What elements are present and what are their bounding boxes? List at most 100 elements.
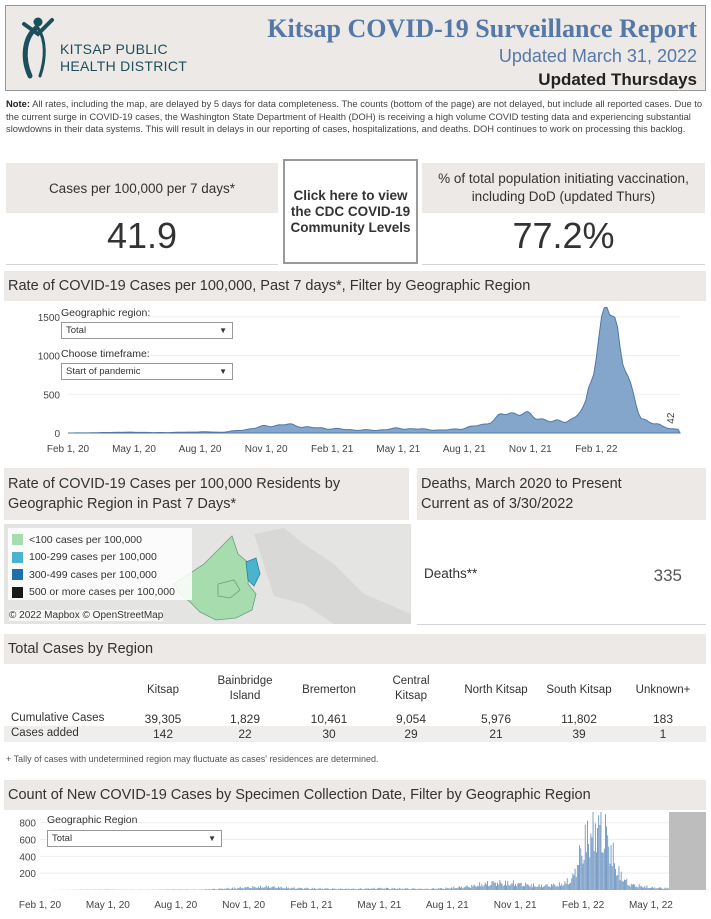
count-bar [242, 887, 244, 890]
count-bar [654, 887, 656, 890]
count-bar [389, 888, 391, 890]
count-bar [576, 864, 578, 890]
count-bar [463, 887, 465, 890]
vaccination-label: % of total population initiating vaccina… [422, 163, 705, 213]
col-label: Bainbridge [217, 675, 273, 687]
count-bar [658, 887, 660, 890]
cell-added-bremerton: 30 [322, 727, 336, 741]
count-bar [355, 889, 357, 890]
count-bar [261, 887, 263, 890]
count-bar [423, 889, 424, 890]
count-bar [324, 888, 326, 890]
count-bar [192, 889, 194, 890]
timeframe-select[interactable]: Start of pandemic ▼ [61, 363, 233, 380]
count-bar [626, 878, 628, 890]
count-bar [370, 888, 372, 890]
map-attribution[interactable]: © 2022 Mapbox © OpenStreetMap [9, 610, 164, 621]
map-region-bremerton[interactable] [217, 579, 241, 599]
count-bar [248, 888, 250, 890]
cdc-community-levels-button[interactable]: Click here to view the CDC COVID-19 Comm… [283, 159, 418, 264]
count-bar [293, 887, 295, 890]
count-bar [354, 889, 356, 890]
count-bar [245, 887, 247, 890]
timeframe-select-value: Start of pandemic [66, 366, 141, 377]
count-bar [470, 887, 472, 890]
cell-cumulative-bainbridge: 1,829 [229, 712, 261, 726]
count-bar [557, 886, 559, 890]
cell-cumulative-south: 11,802 [561, 712, 597, 726]
count-bar [180, 889, 182, 890]
count-bar [485, 884, 487, 890]
count-bar [419, 888, 421, 890]
count-bar [525, 882, 527, 890]
count-bar [233, 888, 235, 890]
legend-swatch [12, 569, 23, 581]
count-bar [580, 848, 582, 890]
count-bar [483, 885, 485, 890]
count-bar [372, 888, 374, 890]
count-bar [569, 883, 570, 890]
count-bar [575, 876, 577, 890]
count-bar [266, 887, 268, 890]
count-bar [386, 887, 387, 890]
count-bar [414, 888, 415, 890]
count-bar [649, 888, 651, 890]
count-bar [582, 863, 584, 890]
count-bar [287, 888, 288, 890]
count-bar [598, 815, 600, 890]
count-bar [442, 888, 443, 890]
map-region-kitsap[interactable] [173, 535, 257, 621]
count-bar [625, 880, 627, 890]
count-bar [300, 888, 302, 890]
geo-region-select[interactable]: Total ▼ [61, 322, 233, 339]
deaths-title-line-1: Deaths, March 2020 to Present [421, 476, 622, 492]
count-bar [307, 888, 309, 890]
count-xtick: May 1, 22 [629, 900, 673, 911]
count-bar [219, 888, 221, 890]
count-bar [247, 886, 249, 890]
count-bar [328, 889, 330, 890]
count-bar [288, 887, 290, 890]
count-bar [209, 889, 211, 890]
count-bar [583, 859, 585, 890]
count-bar [448, 888, 450, 890]
count-bar [567, 884, 569, 890]
count-bar [438, 888, 440, 890]
count-bar [472, 886, 474, 890]
count-bar [401, 888, 403, 890]
rate-xtick: Aug 1, 21 [443, 444, 486, 455]
count-bar [618, 866, 620, 890]
count-bar [621, 881, 623, 890]
count-bar [325, 888, 327, 890]
count-bar [581, 855, 583, 890]
deaths-title-line-2: Current as of 3/30/2022 [421, 496, 574, 512]
count-bar [263, 887, 265, 890]
count-bar [620, 871, 622, 890]
count-bar [361, 888, 363, 890]
count-bar [399, 887, 401, 890]
count-bar [500, 882, 502, 890]
cell-added-kitsap: 142 [152, 727, 174, 741]
map-region-bainbridge[interactable] [245, 557, 261, 587]
count-bar [350, 889, 351, 890]
count-bar [551, 884, 552, 890]
count-bar [492, 880, 494, 890]
count-bar [210, 889, 212, 890]
count-bar [512, 880, 514, 890]
count-bar [508, 884, 510, 890]
count-geo-select[interactable]: Total ▼ [47, 830, 222, 847]
count-bar [484, 882, 486, 890]
count-xtick: Feb 1, 20 [19, 900, 62, 911]
col-label: Kitsap [147, 684, 179, 696]
legend-item: <100 cases per 100,000 [12, 531, 192, 549]
count-bar [446, 888, 448, 890]
count-bar [306, 887, 308, 890]
divider [6, 264, 278, 265]
count-bar [320, 889, 322, 890]
count-bar [646, 885, 648, 890]
count-bar [529, 886, 531, 890]
count-bar [312, 888, 314, 890]
count-bar [318, 888, 320, 890]
rate-xtick: May 1, 20 [112, 444, 156, 455]
logo-text: KITSAP PUBLIC HEALTH DISTRICT [60, 41, 187, 75]
